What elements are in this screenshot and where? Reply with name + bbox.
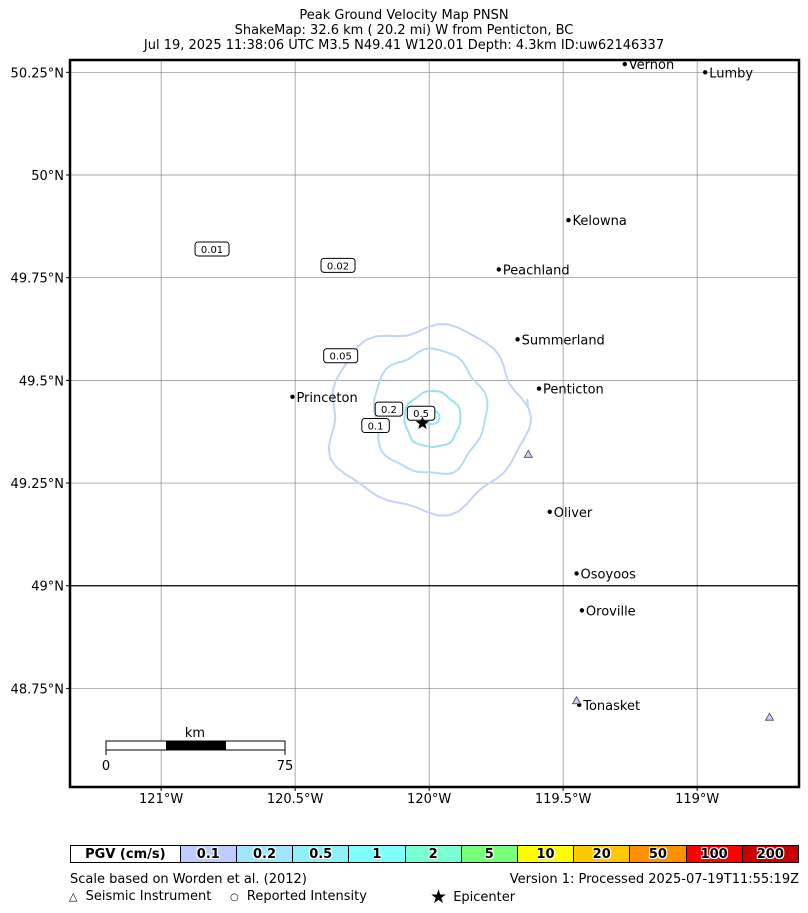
lon-tick-label: 120°W [407, 792, 451, 807]
epicenter-label: Epicenter [453, 890, 516, 905]
legend-value: 100 [700, 846, 728, 862]
city-label: Kelowna [573, 214, 627, 229]
legend-cell: 200 [741, 846, 798, 862]
contour-fragment [526, 398, 530, 409]
lat-tick-label: 49.25°N [11, 477, 64, 492]
pgv-legend: PGV (cm/s) 0.1 0.2 0.5 1 2 5 10 20 50 100 200 [70, 845, 799, 863]
legend-cell: 0.1 [179, 846, 236, 862]
lon-tick-label: 121°W [139, 792, 183, 807]
lat-tick-label: 48.75°N [11, 682, 64, 697]
scale-bar-segment [166, 741, 226, 750]
legend-value: 0.2 [252, 846, 277, 862]
lat-tick-label: 50.25°N [11, 66, 64, 81]
city-dot [536, 386, 542, 391]
contour-0.2 [372, 347, 489, 476]
reported-intensity-label: Reported Intensity [246, 889, 367, 904]
contour-label: 0.1 [368, 422, 384, 433]
seismic-instrument-label: Seismic Instrument [85, 889, 212, 904]
lon-tick-label: 119°W [675, 792, 719, 807]
scale-bar-start: 0 [102, 759, 110, 774]
city-dot [515, 337, 520, 342]
lat-tick-label: 49.75°N [11, 272, 64, 287]
city-label: Oroville [586, 604, 636, 619]
legend-reported-intensity: ○ Reported Intensity [230, 889, 367, 904]
city-dot [547, 509, 552, 515]
legend-cell: 0.5 [292, 846, 349, 862]
contour-label-box [361, 418, 390, 434]
triangle-icon: △ [69, 890, 78, 903]
station-triangle-icon [523, 449, 533, 458]
city-dot [566, 217, 571, 223]
city-dot [574, 571, 579, 576]
legend-epicenter: ★ Epicenter [430, 886, 515, 908]
epicenter-star-icon [415, 416, 430, 429]
map-subtitle-event: Jul 19, 2025 11:38:06 UTC M3.5 N49.41 W1… [143, 38, 665, 53]
legend-value: 0.5 [309, 846, 333, 862]
contour-label-box [323, 348, 359, 364]
legend-value: 0.1 [196, 846, 220, 862]
city-label: Peachland [503, 263, 570, 278]
star-icon: ★ [430, 886, 448, 908]
city-label: Tonasket [582, 699, 640, 714]
city-dot [622, 61, 627, 67]
contour-label: 0.05 [330, 352, 352, 363]
city-dot [579, 608, 585, 613]
lon-tick-label: 120.5°W [267, 792, 324, 807]
legend-value: 50 [648, 846, 667, 862]
lat-tick-label: 50°N [31, 169, 64, 184]
city-label: Summerland [522, 333, 605, 348]
legend-cell: 10 [516, 846, 574, 862]
legend-cell: 0.2 [235, 846, 293, 862]
lon-tick-label: 119.5°W [535, 792, 592, 807]
contour-label: 0.01 [201, 245, 223, 256]
legend-label: PGV (cm/s) [85, 846, 166, 862]
lat-tick-label: 49°N [31, 580, 64, 595]
contour-label-box [320, 257, 356, 273]
station-triangle-icon [764, 712, 775, 721]
legend-cell: 50 [629, 846, 686, 862]
contour-label-box [374, 401, 404, 417]
city-dot [290, 394, 295, 400]
station-triangle-icon [571, 695, 582, 705]
map-frame [68, 58, 801, 789]
contour-label: 0.5 [413, 409, 429, 420]
legend-value: 20 [592, 846, 611, 862]
map-subtitle-distance: ShakeMap: 32.6 km ( 20.2 mi) W from Pent… [234, 23, 574, 38]
city-label: Osoyoos [581, 567, 637, 582]
circle-icon: ○ [230, 892, 239, 903]
city-label: Princeton [296, 391, 357, 406]
legend-value: 1 [372, 846, 382, 862]
contour-label: 0.2 [381, 405, 397, 416]
city-label: Lumby [709, 66, 753, 81]
contour-0.5 [403, 390, 462, 449]
scale-bar-title: km [185, 726, 205, 741]
city-label: Penticton [543, 383, 604, 398]
legend-value: 2 [428, 846, 438, 862]
city-dot [496, 267, 502, 272]
city-label: Oliver [554, 506, 593, 521]
legend-cell: 2 [404, 846, 461, 862]
contour-label-box [194, 241, 230, 257]
legend-seismic-instrument: △ Seismic Instrument [69, 889, 211, 904]
legend-cell: 20 [573, 846, 630, 862]
scale-bar-end: 75 [277, 759, 294, 774]
scale-note: Scale based on Worden et al. (2012) [70, 872, 307, 887]
legend-cell: 100 [685, 846, 742, 862]
map-title: Peak Ground Velocity Map PNSN [299, 8, 509, 23]
contour-0.1 [327, 323, 533, 517]
legend-value: 5 [484, 846, 494, 862]
version-note: Version 1: Processed 2025-07-19T11:55:19… [509, 872, 799, 887]
contour-label: 0.02 [327, 261, 349, 272]
legend-cell: 5 [460, 846, 517, 862]
legend-cell: 1 [348, 846, 405, 862]
legend-value: 200 [756, 846, 784, 862]
lat-tick-label: 49.5°N [19, 374, 64, 389]
city-label: Vernon [629, 58, 674, 73]
legend-value: 10 [536, 846, 555, 862]
city-dot [702, 70, 708, 75]
